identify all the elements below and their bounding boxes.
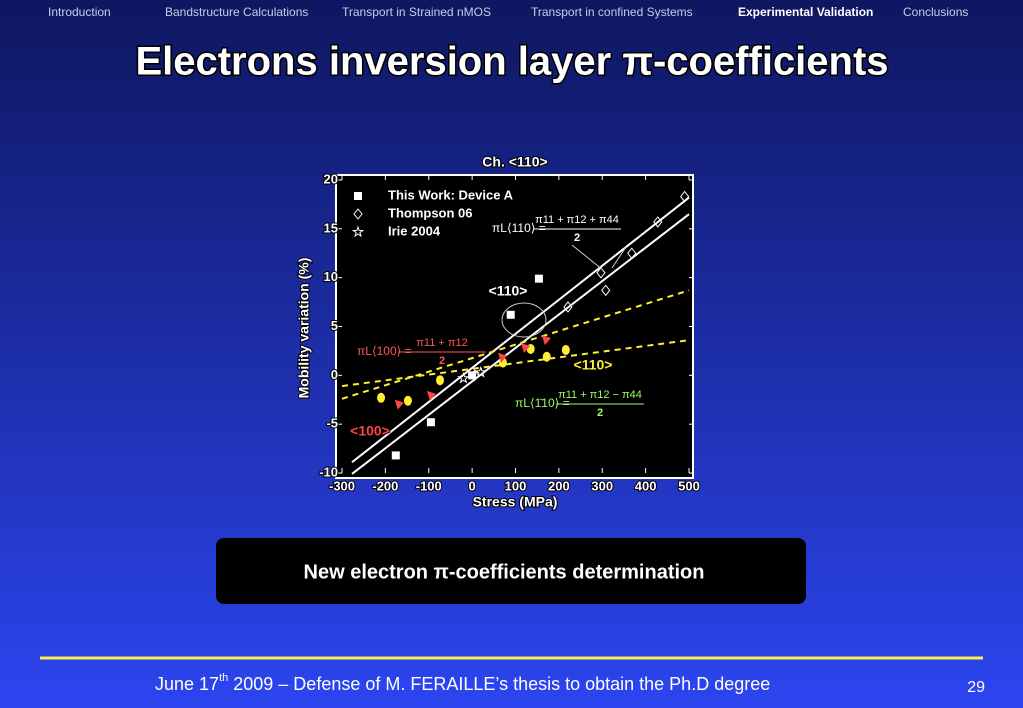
nav-item: Conclusions bbox=[903, 5, 968, 19]
x-axis-label: Stress (MPa) bbox=[473, 494, 558, 510]
data-point bbox=[534, 274, 543, 283]
nav-item: Bandstructure Calculations bbox=[165, 5, 308, 19]
formula-num: π11 + π12 bbox=[416, 337, 467, 349]
data-point bbox=[542, 351, 551, 362]
data-point bbox=[468, 371, 477, 380]
data-point bbox=[680, 190, 690, 203]
data-point bbox=[596, 266, 606, 279]
data-point bbox=[474, 365, 488, 378]
data-point bbox=[457, 371, 470, 384]
slide-title: Electrons inversion layer π-coefficients bbox=[135, 40, 888, 84]
page-number: 29 bbox=[967, 679, 985, 696]
x-tick-label: -200 bbox=[372, 478, 398, 493]
nav-item: Transport in Strained nMOS bbox=[342, 5, 491, 19]
x-tick-label: 100 bbox=[505, 478, 527, 493]
footer-text: 2009 – Defense of M. FERAILLE’s thesis t… bbox=[228, 674, 770, 694]
x-tick-label: 200 bbox=[548, 478, 570, 493]
callout-text: New electron π-coefficients determinatio… bbox=[304, 561, 705, 583]
data-point bbox=[601, 284, 611, 297]
data-point bbox=[470, 369, 480, 382]
y-tick-label: 5 bbox=[331, 318, 338, 333]
formula-num: π11 + π12 + π44 bbox=[535, 214, 619, 226]
y-tick-label: 20 bbox=[324, 171, 338, 186]
data-point bbox=[653, 216, 663, 228]
data-point bbox=[403, 395, 412, 406]
highlight-ring bbox=[501, 302, 547, 338]
pointer bbox=[571, 244, 604, 271]
data-point bbox=[506, 310, 515, 319]
data-point bbox=[426, 390, 436, 401]
fit-line bbox=[341, 339, 690, 388]
legend-label: This Work: Device A bbox=[388, 187, 514, 202]
fit-line bbox=[351, 196, 690, 464]
x-tick-label: 400 bbox=[635, 478, 657, 493]
data-point bbox=[541, 335, 551, 346]
data-point bbox=[498, 352, 508, 363]
formula-lhs: πL⟨110⟩ = bbox=[492, 221, 546, 235]
chart-title: Ch. <110> bbox=[482, 154, 547, 170]
formula-den: 2 bbox=[574, 232, 580, 244]
nav-item: Introduction bbox=[48, 5, 111, 19]
x-tick-label: 500 bbox=[678, 478, 700, 493]
data-point bbox=[561, 344, 570, 355]
footer: June 17th 2009 – Defense of M. FERAILLE’… bbox=[155, 672, 770, 694]
y-tick-label: 10 bbox=[324, 269, 338, 284]
legend-marker bbox=[354, 192, 362, 200]
footer-date: June 17 bbox=[155, 674, 219, 694]
data-point bbox=[394, 399, 404, 410]
data-point bbox=[377, 392, 386, 403]
formula-den: 2 bbox=[439, 355, 445, 367]
x-tick-label: 0 bbox=[469, 478, 476, 493]
y-tick-label: -10 bbox=[319, 464, 338, 479]
y-tick-label: 15 bbox=[324, 220, 338, 235]
y-tick-label: -5 bbox=[326, 416, 338, 431]
annotation: <110> bbox=[489, 283, 528, 299]
formula-num: π11 + π12 − π44 bbox=[558, 389, 642, 401]
footer-sup: th bbox=[219, 672, 228, 684]
data-point bbox=[627, 247, 637, 260]
y-tick-label: 0 bbox=[331, 367, 338, 382]
y-axis-label: Mobility variation (%) bbox=[296, 258, 312, 399]
legend-marker bbox=[353, 208, 363, 220]
x-tick-label: -300 bbox=[329, 478, 355, 493]
fit-line bbox=[341, 289, 690, 400]
annotation: <110> bbox=[574, 357, 613, 373]
legend-label: Irie 2004 bbox=[388, 223, 441, 238]
x-tick-label: 300 bbox=[591, 478, 613, 493]
pointer bbox=[611, 246, 627, 269]
formula-lhs: πL⟨1̄10⟩ = bbox=[515, 396, 570, 410]
nav-item: Experimental Validation bbox=[738, 5, 873, 19]
legend-label: Thompson 06 bbox=[388, 205, 473, 220]
nav-item: Transport in confined Systems bbox=[531, 5, 693, 19]
legend-marker bbox=[351, 225, 365, 238]
callout-box bbox=[216, 538, 806, 604]
data-point bbox=[391, 451, 400, 460]
data-point bbox=[426, 418, 435, 427]
data-point bbox=[436, 375, 445, 386]
x-tick-label: -100 bbox=[416, 478, 442, 493]
annotation: <100> bbox=[350, 423, 390, 439]
formula-lhs: πL⟨100⟩ = bbox=[357, 344, 412, 358]
data-point bbox=[521, 342, 531, 353]
formula-den: 2 bbox=[597, 407, 603, 419]
data-point bbox=[563, 301, 573, 313]
